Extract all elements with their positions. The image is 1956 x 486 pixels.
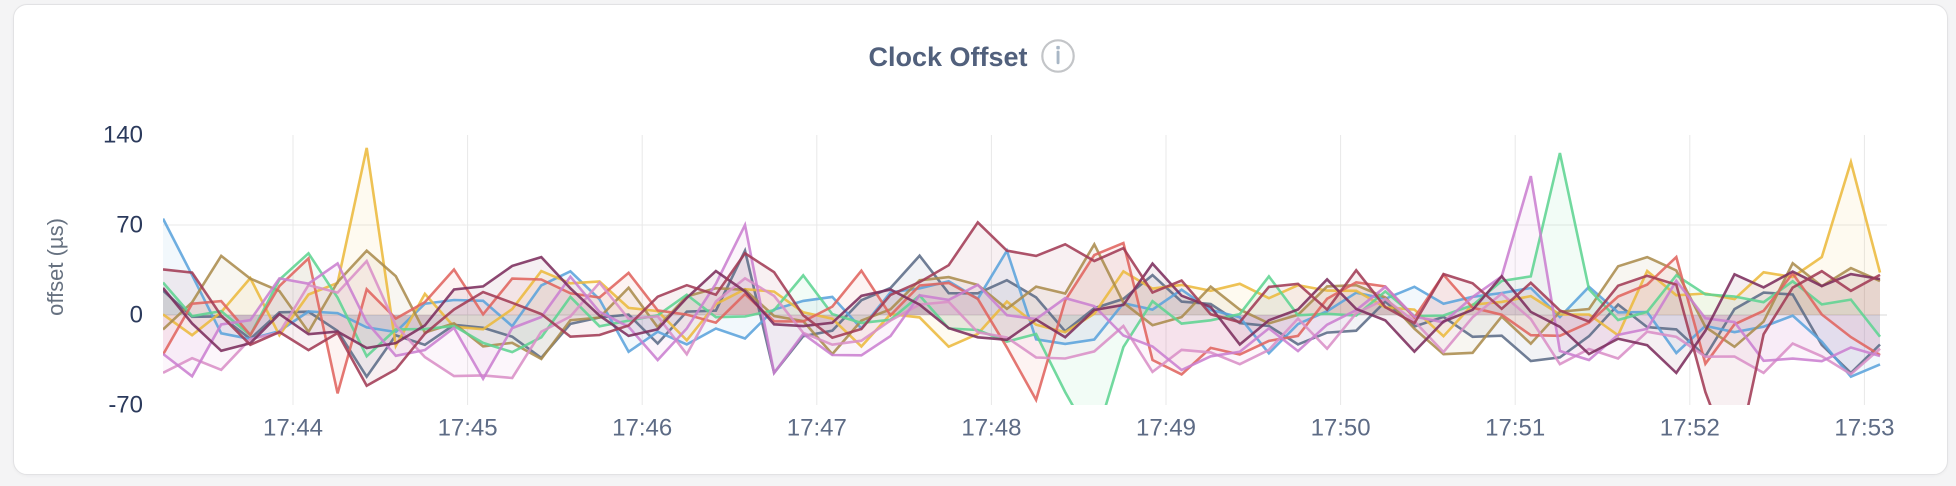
- svg-text:17:50: 17:50: [1311, 415, 1371, 442]
- svg-text:0: 0: [130, 302, 143, 329]
- svg-text:17:48: 17:48: [961, 415, 1021, 442]
- svg-text:17:52: 17:52: [1660, 415, 1720, 442]
- svg-text:offset (µs): offset (µs): [43, 218, 68, 316]
- svg-text:140: 140: [103, 122, 143, 149]
- svg-text:17:49: 17:49: [1136, 415, 1196, 442]
- svg-text:17:44: 17:44: [263, 415, 323, 442]
- svg-text:17:47: 17:47: [787, 415, 847, 442]
- svg-text:-70: -70: [108, 392, 143, 419]
- svg-text:17:45: 17:45: [438, 415, 498, 442]
- svg-text:Clock Offset: Clock Offset: [868, 42, 1027, 72]
- svg-text:17:51: 17:51: [1485, 415, 1545, 442]
- svg-text:70: 70: [116, 212, 143, 239]
- svg-text:17:46: 17:46: [612, 415, 672, 442]
- svg-text:17:53: 17:53: [1834, 415, 1894, 442]
